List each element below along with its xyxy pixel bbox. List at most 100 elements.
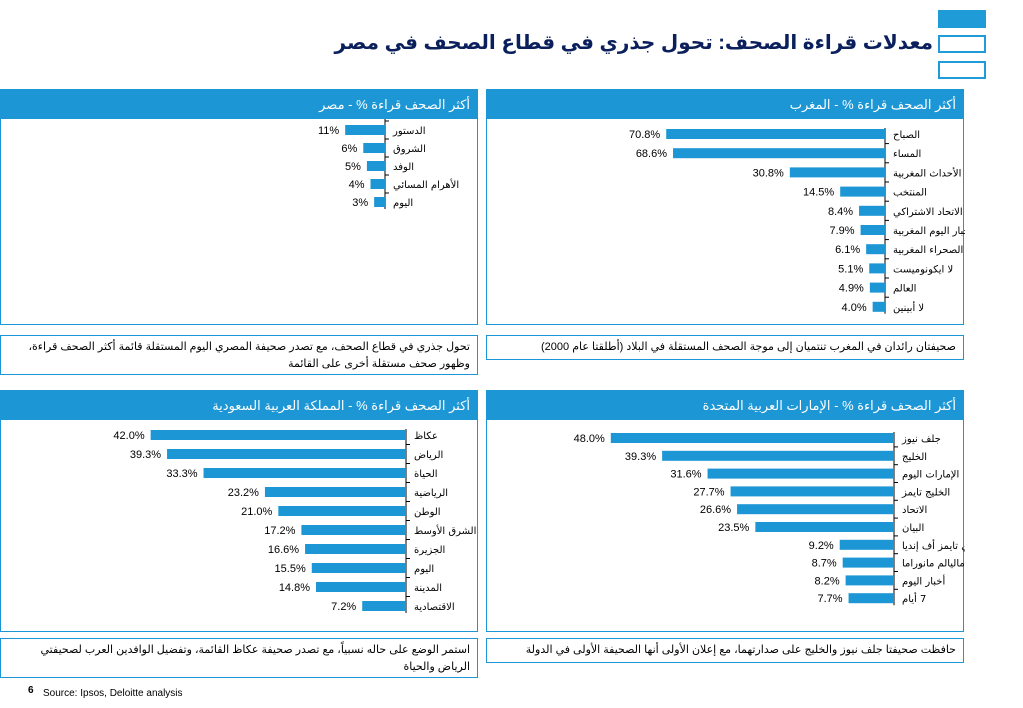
category-label-egypt-7: الوفد: [393, 162, 414, 173]
category-label-uae-6: ذي تايمز أف إنديا: [902, 539, 965, 552]
value-label-morocco-6: 6.1%: [835, 244, 860, 256]
value-label-morocco-2: 30.8%: [753, 167, 784, 179]
bar-morocco-9: [872, 301, 885, 312]
value-label-uae-2: 31.6%: [670, 469, 701, 481]
value-label-saudi-2: 33.3%: [166, 468, 197, 480]
note-morocco: صحيفتان رائدان في المغرب تنتميان إلى موج…: [486, 335, 964, 360]
value-label-morocco-1: 68.6%: [636, 148, 667, 160]
bar-egypt-8: [370, 179, 385, 189]
value-label-morocco-3: 14.5%: [803, 187, 834, 199]
category-label-morocco-1: المساء: [893, 149, 921, 160]
chart-saudi: 42.0% عكاظ 39.3% الرياض 33.3% الحياة 23.2% الري…: [0, 420, 478, 632]
category-label-morocco-4: الاتحاد الاشتراكي: [893, 207, 963, 218]
chart-uae-svg: 48.0% جلف نيوز 39.3% الخليج 31.6% الإمارات ال…: [574, 432, 965, 605]
panel-uae: أكثر الصحف قراءة % - الإمارات العربية ال…: [486, 390, 965, 632]
bar-morocco-2: [789, 167, 885, 178]
category-label-saudi-6: الجزيرة: [414, 545, 445, 556]
source-note: Source: Ipsos, Deloitte analysis: [43, 688, 183, 699]
category-label-uae-2: الإمارات اليوم: [902, 470, 959, 481]
value-label-uae-5: 23.5%: [718, 522, 749, 534]
bar-morocco-7: [869, 263, 885, 274]
bar-saudi-7: [311, 563, 406, 573]
category-label-egypt-6: الشروق: [393, 144, 426, 155]
category-label-morocco-9: لا أبينين: [893, 301, 924, 314]
bar-morocco-0: [666, 129, 885, 139]
value-label-morocco-9: 4.0%: [842, 302, 867, 314]
category-label-morocco-2: الأحداث المغربية: [893, 166, 961, 179]
bar-uae-4: [737, 504, 894, 515]
value-label-uae-6: 9.2%: [809, 540, 834, 552]
category-label-uae-8: أخبار اليوم: [902, 574, 945, 587]
chart-morocco-svg: 70.8% الصباح 68.6% المساء 30.8% الأحداث المغر…: [629, 128, 965, 314]
category-label-uae-1: الخليج: [902, 452, 927, 463]
note-saudi: استمر الوضع على حاله نسبياً، مع تصدر صحي…: [0, 638, 478, 678]
value-label-saudi-4: 21.0%: [241, 506, 272, 518]
category-label-saudi-8: المدينة: [414, 583, 442, 594]
value-label-egypt-6: 6%: [341, 143, 357, 155]
bar-morocco-6: [866, 244, 885, 255]
bar-uae-0: [610, 433, 894, 443]
panel-header-uae: أكثر الصحف قراءة % - الإمارات العربية ال…: [486, 390, 964, 420]
category-label-saudi-7: اليوم: [414, 564, 434, 575]
category-label-egypt-8: الأهرام المسائي: [393, 178, 459, 191]
value-label-saudi-1: 39.3%: [130, 449, 161, 461]
bar-uae-8: [845, 575, 894, 586]
bar-egypt-7: [366, 161, 385, 171]
category-label-morocco-8: العالم: [893, 284, 916, 295]
value-label-uae-1: 39.3%: [625, 451, 656, 463]
bar-saudi-6: [305, 544, 406, 554]
chart-egypt-svg: 61%المصري اليوم53%الأخبار51%الأهرام34%ال…: [318, 119, 459, 209]
panel-morocco: أكثر الصحف قراءة % - المغرب 70.8% الصباح 6…: [486, 89, 965, 325]
chart-uae: 48.0% جلف نيوز 39.3% الخليج 31.6% الإمارات ال…: [486, 420, 965, 632]
note-uae: حافظت صحيفتا جلف نيوز والخليج على صدارته…: [486, 638, 964, 663]
bar-uae-7: [842, 557, 894, 568]
panel-header-saudi: أكثر الصحف قراءة % - المملكة العربية الس…: [0, 390, 478, 420]
bar-egypt-6: [363, 143, 385, 153]
bar-uae-6: [839, 539, 894, 550]
corner-box-outline-2: [938, 61, 986, 79]
panel-header-morocco: أكثر الصحف قراءة % - المغرب: [486, 89, 964, 119]
value-label-morocco-5: 7.9%: [830, 225, 855, 237]
category-label-uae-0: جلف نيوز: [901, 434, 941, 445]
category-label-uae-7: ماليالم مانوراما: [902, 559, 965, 570]
bar-saudi-5: [301, 525, 406, 535]
value-label-egypt-8: 4%: [349, 179, 365, 191]
value-label-egypt-9: 3%: [352, 197, 368, 209]
bar-saudi-1: [167, 449, 406, 459]
value-label-egypt-5: 11%: [318, 125, 339, 137]
value-label-uae-7: 8.7%: [812, 558, 837, 570]
corner-box-outline-1: [938, 35, 986, 53]
value-label-morocco-7: 5.1%: [838, 263, 863, 275]
value-label-morocco-4: 8.4%: [828, 206, 853, 218]
category-label-uae-4: الاتحاد: [902, 505, 927, 516]
value-label-uae-9: 7.7%: [817, 593, 842, 605]
category-label-saudi-9: الاقتصادية: [414, 602, 455, 613]
category-label-egypt-9: اليوم: [393, 198, 413, 209]
category-label-egypt-5: الدستور: [392, 126, 425, 137]
bar-egypt-5: [345, 125, 385, 135]
value-label-saudi-6: 16.6%: [268, 544, 299, 556]
value-label-egypt-7: 5%: [345, 161, 361, 173]
value-label-saudi-0: 42.0%: [113, 430, 144, 442]
page-title: معدلات قراءة الصحف: تحول جذري في قطاع ال…: [334, 32, 934, 54]
panel-egypt: أكثر الصحف قراءة % - مصر 61%المصري اليوم…: [0, 89, 478, 325]
bar-morocco-1: [673, 148, 885, 159]
category-label-saudi-0: عكاظ: [414, 431, 438, 442]
category-label-saudi-4: الوطن: [414, 507, 441, 518]
value-label-saudi-7: 15.5%: [275, 563, 306, 575]
category-label-uae-5: البيان: [902, 523, 924, 534]
value-label-saudi-9: 7.2%: [331, 601, 356, 613]
bar-saudi-4: [278, 506, 406, 516]
category-label-morocco-6: الصحراء المغربية: [893, 245, 963, 256]
bar-saudi-3: [264, 487, 406, 497]
category-label-morocco-5: أخبار اليوم المغربية: [893, 224, 965, 237]
corner-box-filled: [938, 10, 986, 28]
bar-uae-1: [662, 450, 894, 461]
value-label-uae-4: 26.6%: [700, 504, 731, 516]
bar-saudi-8: [316, 582, 406, 592]
bar-morocco-3: [840, 186, 885, 197]
page-number: 6: [28, 685, 34, 696]
value-label-uae-8: 8.2%: [815, 575, 840, 587]
bar-morocco-8: [869, 282, 885, 293]
chart-saudi-svg: 42.0% عكاظ 39.3% الرياض 33.3% الحياة 23.2% الري…: [113, 429, 476, 613]
